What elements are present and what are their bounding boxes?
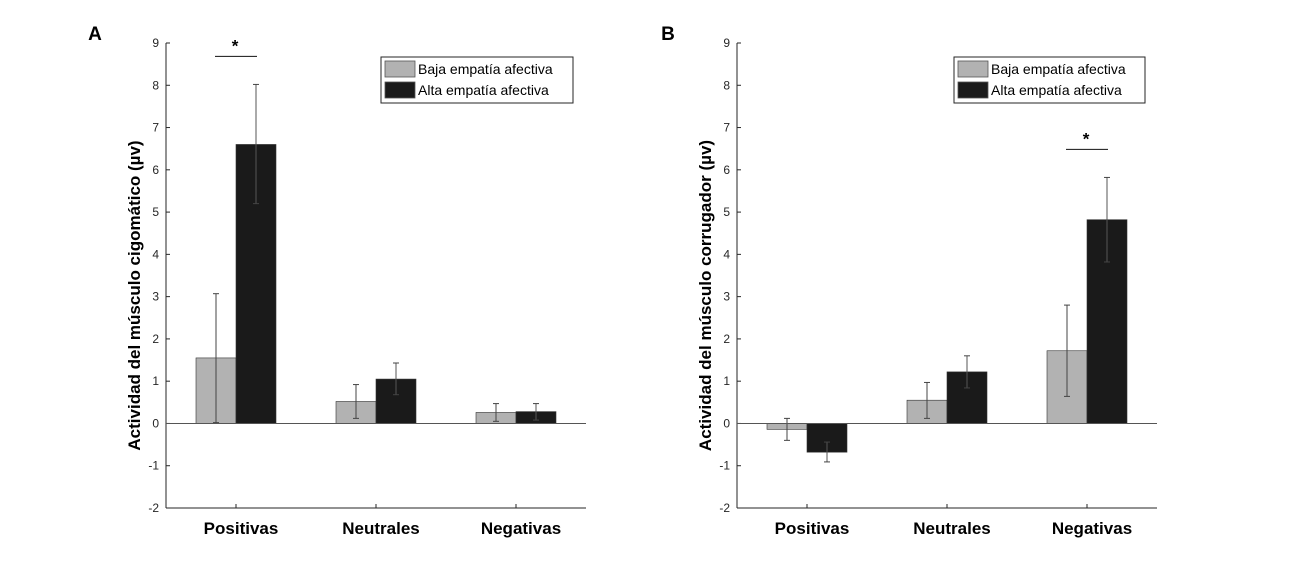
y-tick-label: 8: [152, 78, 159, 92]
x-tick-label: Positivas: [204, 519, 279, 538]
legend-label: Baja empatía afectiva: [418, 61, 553, 77]
legend-swatch: [384, 60, 416, 78]
x-tick-label: Neutrales: [913, 519, 990, 538]
y-tick-label: 4: [152, 247, 159, 261]
panel-label: A: [88, 24, 102, 45]
y-tick-label: 1: [723, 374, 730, 388]
y-tick-label: 6: [723, 163, 730, 177]
legend-swatch: [957, 81, 989, 99]
y-tick-label: -1: [719, 459, 730, 473]
y-tick-label: 4: [723, 247, 730, 261]
y-tick-label: 7: [152, 121, 159, 135]
y-axis-label: Actividad del músculo cigomático (µv): [125, 140, 144, 450]
y-tick-label: 9: [152, 36, 159, 50]
panel-label: B: [661, 24, 675, 45]
y-tick-label: 3: [723, 290, 730, 304]
y-tick-label: 3: [152, 290, 159, 304]
legend-label: Baja empatía afectiva: [991, 61, 1126, 77]
y-tick-label: 0: [723, 416, 730, 430]
legend-swatch: [957, 60, 989, 78]
legend-label: Alta empatía afectiva: [991, 82, 1122, 98]
x-tick-label: Negativas: [481, 519, 561, 538]
x-tick-label: Positivas: [775, 519, 850, 538]
y-tick-label: 8: [723, 78, 730, 92]
y-tick-label: -2: [719, 501, 730, 515]
significance-marker: *: [1083, 129, 1090, 148]
legend: Baja empatía afectiva Alta empatía afecti…: [953, 56, 1146, 104]
legend: Baja empatía afectiva Alta empatía afecti…: [380, 56, 574, 104]
y-tick-label: 6: [152, 163, 159, 177]
y-tick-label: 5: [152, 205, 159, 219]
chart-panel-A: A -2 -1 0 1 2 3 4 5 6 7 8 9 Actividad del músculo cig…: [88, 24, 586, 538]
y-tick-label: -1: [148, 459, 159, 473]
legend-swatch: [384, 81, 416, 99]
y-axis-label: Actividad del músculo corrugador (µv): [696, 140, 715, 451]
y-tick-label: 7: [723, 121, 730, 135]
x-tick-label: Negativas: [1052, 519, 1132, 538]
y-tick-label: 2: [152, 332, 159, 346]
y-tick-label: 2: [723, 332, 730, 346]
legend-label: Alta empatía afectiva: [418, 82, 549, 98]
y-tick-label: 1: [152, 374, 159, 388]
y-tick-label: 5: [723, 205, 730, 219]
chart-panel-B: B -2 -1 0 1 2 3 4 5 6 7 8 9 Actividad del músculo cor…: [661, 24, 1157, 538]
y-tick-label: -2: [148, 501, 159, 515]
significance-marker: *: [232, 36, 239, 55]
x-tick-label: Neutrales: [342, 519, 419, 538]
y-tick-label: 9: [723, 36, 730, 50]
y-tick-label: 0: [152, 416, 159, 430]
